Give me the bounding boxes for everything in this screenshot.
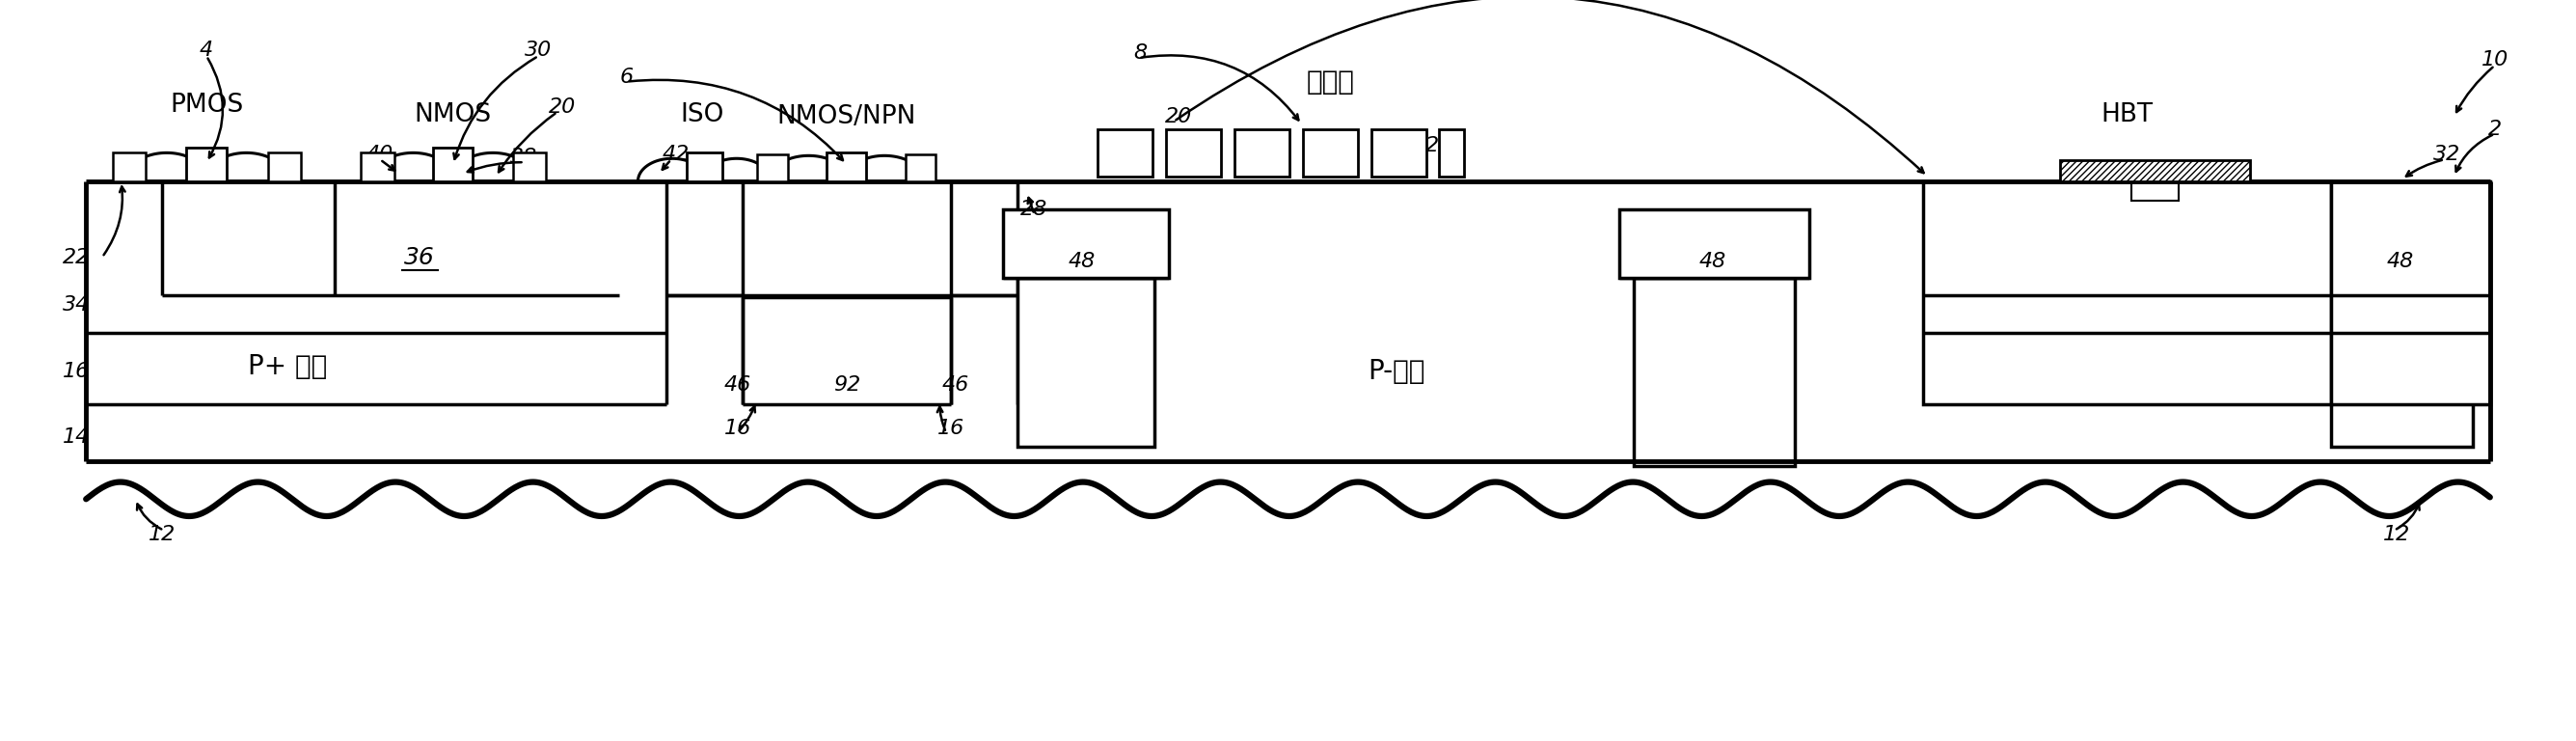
Bar <box>904 155 935 182</box>
Bar <box>1620 210 1808 278</box>
Text: 12: 12 <box>2383 525 2411 544</box>
Bar <box>2331 278 2473 447</box>
Bar <box>113 153 147 182</box>
Text: 42: 42 <box>662 145 690 165</box>
Text: 20: 20 <box>549 98 574 117</box>
Text: 20: 20 <box>1164 107 1193 127</box>
Bar <box>1167 129 1221 176</box>
Text: P-衬底: P-衬底 <box>1368 357 1425 385</box>
Text: P+ 埋层: P+ 埋层 <box>247 353 327 380</box>
Bar <box>685 153 721 182</box>
Text: 28: 28 <box>1020 200 1048 219</box>
Bar <box>2331 182 2491 404</box>
Bar <box>2130 178 2179 200</box>
Text: NMOS/NPN: NMOS/NPN <box>778 104 917 129</box>
Text: 36: 36 <box>404 245 435 269</box>
Text: 8: 8 <box>1133 44 1146 63</box>
Bar <box>1018 278 1154 447</box>
Bar <box>757 155 788 182</box>
Text: 46: 46 <box>943 376 969 395</box>
Text: 22: 22 <box>62 247 90 267</box>
Text: 16: 16 <box>62 362 90 381</box>
Text: ISO: ISO <box>680 102 724 127</box>
Text: 48: 48 <box>2385 252 2414 271</box>
Bar <box>1097 129 1154 176</box>
Bar <box>1633 278 1795 466</box>
Bar <box>185 148 227 182</box>
Text: 10: 10 <box>2481 50 2509 70</box>
Bar <box>361 153 394 182</box>
Bar <box>2061 160 2249 182</box>
Text: 40: 40 <box>366 145 394 165</box>
Text: PMOS: PMOS <box>170 93 242 118</box>
Text: 24: 24 <box>1425 136 1453 155</box>
Text: 2: 2 <box>2488 119 2501 139</box>
Bar <box>268 153 301 182</box>
Text: 46: 46 <box>724 376 752 395</box>
Text: 14: 14 <box>62 428 90 447</box>
Bar <box>1303 129 1358 176</box>
Bar <box>1922 182 2331 404</box>
Text: 32: 32 <box>2434 145 2460 165</box>
Bar <box>2316 210 2486 278</box>
Bar <box>85 182 2491 461</box>
Text: 34: 34 <box>62 295 90 314</box>
Text: 4: 4 <box>201 41 214 60</box>
Bar <box>1002 210 1170 278</box>
Bar <box>1234 129 1291 176</box>
Text: 38: 38 <box>510 148 538 167</box>
Bar <box>433 148 474 182</box>
Text: 48: 48 <box>1698 252 1726 271</box>
Text: HBT: HBT <box>2099 102 2154 127</box>
Bar <box>827 153 866 182</box>
Text: 6: 6 <box>621 67 634 87</box>
Text: 12: 12 <box>149 525 175 544</box>
Text: 30: 30 <box>526 41 551 60</box>
Text: 92: 92 <box>832 376 860 395</box>
Text: 16: 16 <box>938 418 963 438</box>
Text: 16: 16 <box>724 418 752 438</box>
Text: 电感器: 电感器 <box>1306 68 1355 95</box>
Text: NMOS: NMOS <box>415 102 492 127</box>
Bar <box>513 153 546 182</box>
Text: 48: 48 <box>1069 252 1095 271</box>
Bar <box>1440 129 1463 176</box>
Bar <box>1370 129 1427 176</box>
